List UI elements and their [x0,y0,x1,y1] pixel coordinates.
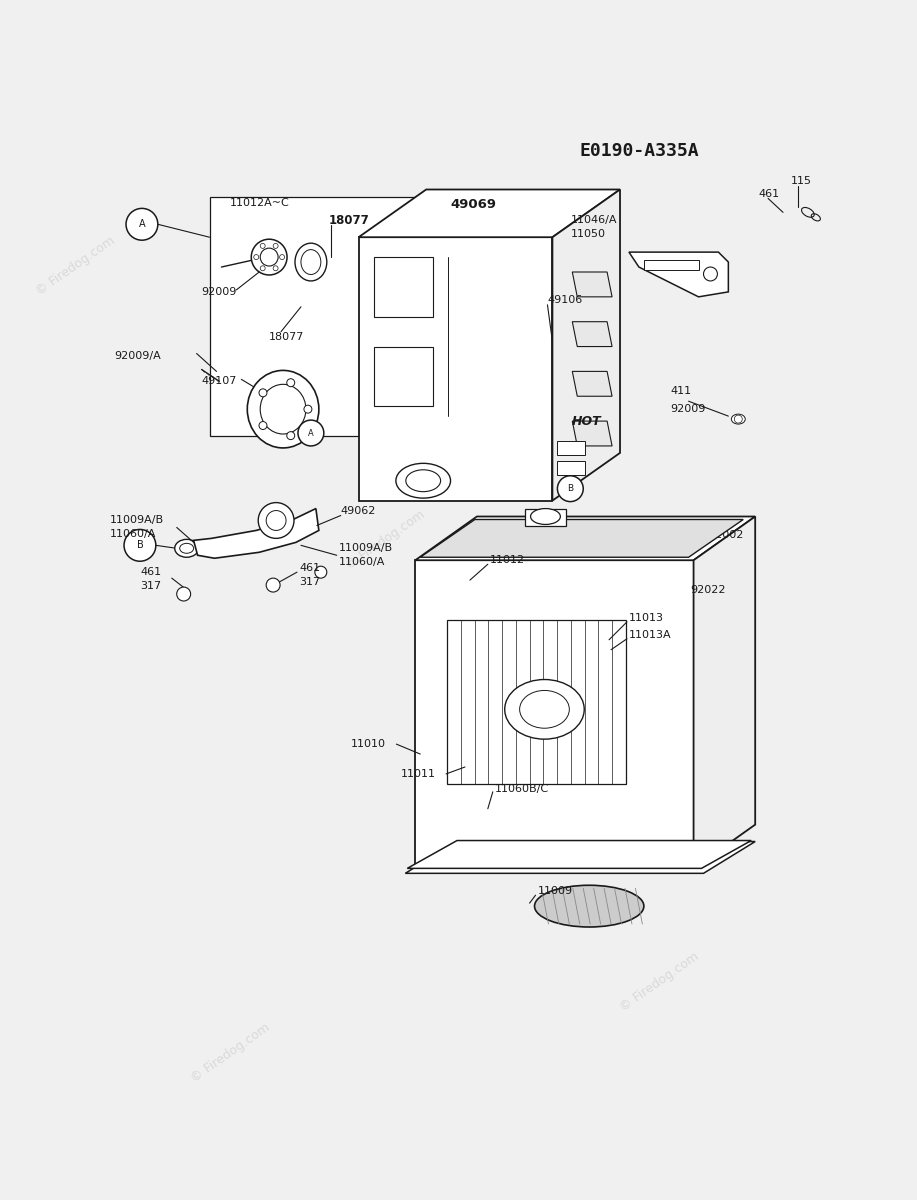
Polygon shape [572,421,612,446]
Text: 92009: 92009 [202,287,237,296]
Bar [373,257,433,317]
Ellipse shape [406,469,440,492]
Text: A: A [138,220,145,229]
Text: E0190-A335A: E0190-A335A [580,142,699,160]
Polygon shape [693,516,756,869]
Polygon shape [193,509,319,558]
Text: 11060B/C: 11060B/C [495,784,549,794]
Circle shape [298,420,324,446]
Circle shape [260,248,278,266]
Polygon shape [420,520,744,557]
Circle shape [266,510,286,530]
Ellipse shape [301,250,321,275]
Ellipse shape [396,463,450,498]
Text: 92022: 92022 [691,586,726,595]
Text: 317: 317 [140,581,161,592]
Text: 317: 317 [299,577,320,587]
Text: 461: 461 [758,190,779,199]
Text: 411: 411 [670,386,691,396]
Bar [558,461,585,475]
Text: 11011: 11011 [401,769,436,779]
Text: 11060/A: 11060/A [338,557,385,568]
Text: 11050: 11050 [571,229,606,239]
Text: 11010: 11010 [350,739,386,749]
Polygon shape [407,840,751,869]
Bar [373,347,433,406]
Text: 49062: 49062 [341,505,376,516]
Text: © Firedog.com: © Firedog.com [617,949,701,1014]
Text: 11060/A: 11060/A [110,529,157,539]
Text: 11009A/B: 11009A/B [338,544,392,553]
Circle shape [287,379,294,386]
Ellipse shape [520,690,569,728]
Ellipse shape [175,539,199,557]
Ellipse shape [260,384,306,434]
Polygon shape [405,841,756,874]
Text: B: B [568,484,573,493]
Text: 11013: 11013 [629,613,664,623]
Bar [359,238,552,500]
Bar [415,560,693,869]
Text: 92009/A: 92009/A [114,352,160,361]
Circle shape [124,529,156,562]
Ellipse shape [180,544,193,553]
Text: 11009A/B: 11009A/B [110,516,164,526]
Circle shape [287,432,294,439]
Ellipse shape [732,414,746,424]
Text: 461: 461 [140,568,161,577]
Text: 49107: 49107 [202,377,237,386]
Text: 92002: 92002 [709,530,744,540]
Text: © Firedog.com: © Firedog.com [34,234,117,298]
Ellipse shape [504,679,584,739]
Polygon shape [552,190,620,500]
Text: 11009: 11009 [537,887,572,896]
Circle shape [266,578,280,592]
Circle shape [259,421,267,430]
Text: 49106: 49106 [547,295,582,305]
Circle shape [558,475,583,502]
Bar [558,440,585,455]
Bar [525,509,567,527]
Text: HOT: HOT [571,414,601,427]
Polygon shape [359,190,620,238]
Text: © Firedog.com: © Firedog.com [344,509,427,572]
Circle shape [251,239,287,275]
Polygon shape [572,371,612,396]
Circle shape [304,406,312,413]
Bar [644,260,699,270]
Circle shape [315,566,326,578]
Ellipse shape [535,886,644,928]
Circle shape [259,503,294,539]
Circle shape [703,268,717,281]
Text: 11012: 11012 [490,556,525,565]
Polygon shape [572,322,612,347]
Text: 11013A: 11013A [629,630,671,640]
Ellipse shape [531,509,560,524]
Circle shape [259,389,267,397]
Circle shape [126,209,158,240]
Text: 461: 461 [299,563,320,574]
Circle shape [726,592,746,612]
Text: 115: 115 [791,175,812,186]
Text: 18077: 18077 [270,331,304,342]
Text: © Firedog.com: © Firedog.com [189,1021,272,1085]
Text: 49069: 49069 [450,198,496,211]
Text: 18077: 18077 [329,214,370,227]
Polygon shape [629,252,728,296]
Bar [447,620,626,784]
Polygon shape [572,272,612,296]
Text: B: B [137,540,143,551]
Text: 11012A~C: 11012A~C [229,198,289,209]
Bar [209,198,473,436]
Text: 92009: 92009 [670,404,706,414]
Text: 11046/A: 11046/A [571,215,618,226]
Circle shape [732,598,741,606]
Circle shape [177,587,191,601]
Text: A: A [308,428,314,438]
Ellipse shape [295,244,326,281]
Polygon shape [415,516,756,560]
Ellipse shape [248,371,319,448]
